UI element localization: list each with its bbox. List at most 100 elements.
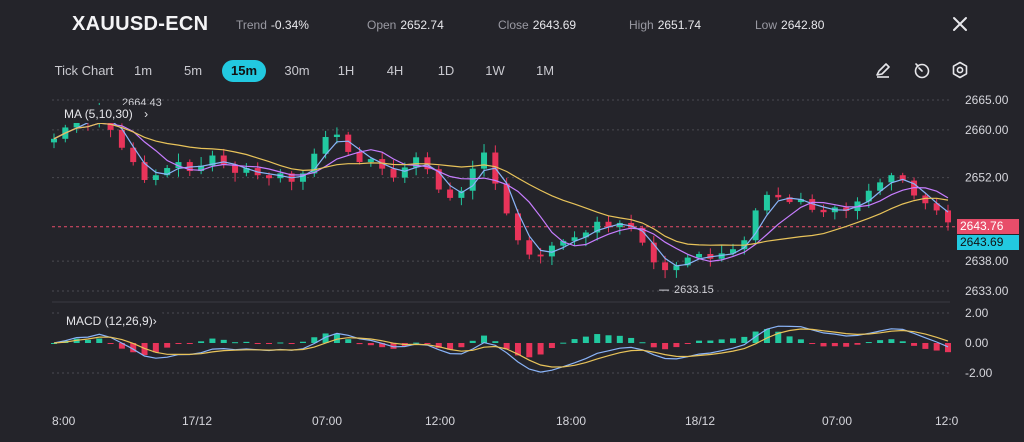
ma10-line (53, 122, 949, 263)
candle-body (526, 240, 533, 255)
macd-histogram-bar (481, 335, 488, 343)
candle-body (718, 253, 725, 259)
macd-histogram-bar (198, 341, 205, 343)
macd-histogram-bar (775, 331, 782, 343)
price-tick-label: 2638.00 (965, 254, 1009, 268)
macd-histogram-bar (288, 343, 295, 344)
macd-histogram-bar (96, 338, 103, 343)
timeframe-30m[interactable]: 30m (284, 63, 310, 78)
macd-histogram-bar (266, 343, 273, 344)
macd-histogram-bar (877, 340, 884, 343)
macd-histogram-bar (447, 343, 454, 350)
macd-histogram-bar (220, 339, 227, 343)
timer-icon[interactable] (912, 60, 932, 80)
timeframe-5m[interactable]: 5m (183, 63, 203, 78)
timeframe-1m[interactable]: 1M (535, 63, 555, 78)
symbol-title: XAUUSD-ECN (72, 13, 209, 35)
close-label: Close (498, 18, 529, 32)
macd-histogram-bar (933, 343, 940, 351)
draw-icon[interactable] (873, 60, 893, 80)
candle-body (786, 197, 793, 203)
candle-body (809, 199, 816, 210)
macd-histogram-bar (650, 343, 657, 348)
timeframe-1d[interactable]: 1D (437, 63, 455, 78)
macd-histogram-bar (435, 343, 442, 348)
candle-body (141, 162, 148, 180)
price-tick-label: 2665.00 (965, 93, 1009, 107)
candle-body (548, 245, 555, 257)
timeframe-1m[interactable]: 1m (133, 63, 153, 78)
candlestick-series (51, 102, 951, 291)
macd-histogram-bar (322, 333, 329, 343)
chevron-right-icon: › (152, 314, 157, 328)
candle-body (684, 257, 691, 266)
macd-dea-line (53, 328, 949, 368)
macd-histogram-bar (345, 339, 352, 343)
timeframe-4h[interactable]: 4H (386, 63, 404, 78)
candle-body (899, 175, 906, 181)
candle-body (696, 253, 703, 258)
candle-body (232, 164, 239, 173)
close-value: 2643.69 (532, 18, 577, 32)
ma-indicator-toggle[interactable]: MA (5,10,30) › (58, 105, 155, 123)
macd-histogram-bar (662, 343, 669, 350)
close-icon[interactable] (950, 14, 970, 34)
candle-body (435, 169, 442, 190)
chevron-right-icon: › (144, 107, 149, 121)
time-tick-label: 07:00 (822, 414, 852, 428)
candle-body (514, 213, 521, 241)
macd-series (51, 325, 951, 373)
candle-body (605, 221, 612, 228)
candle-body (198, 165, 205, 172)
macd-histogram-bar (945, 343, 951, 353)
candle-body (299, 173, 306, 182)
timeframe-tick-chart[interactable]: Tick Chart (54, 63, 114, 78)
timeframe-15m[interactable]: 15m (222, 60, 266, 82)
candle-body (571, 237, 578, 241)
macd-histogram-bar (164, 343, 171, 348)
candle-body (594, 221, 601, 233)
candle-body (639, 227, 646, 243)
time-tick-label: 12:0 (935, 414, 959, 428)
candle-body (729, 249, 736, 254)
macd-histogram-bar (582, 336, 589, 343)
timeframe-1w[interactable]: 1W (485, 63, 505, 78)
macd-histogram-bar (911, 343, 918, 346)
candle-body (413, 157, 420, 168)
candle-body (356, 151, 363, 163)
time-tick-label: 12:00 (425, 414, 455, 428)
macd-histogram-bar (152, 343, 159, 353)
macd-histogram-bar (786, 336, 793, 343)
candle-body (503, 183, 510, 214)
macd-indicator-toggle[interactable]: MACD (12,26,9)› (60, 312, 163, 330)
macd-histogram-bar (741, 336, 748, 343)
open-value: 2652.74 (400, 18, 444, 32)
open-label: Open (367, 18, 397, 32)
macd-histogram-bar (548, 343, 555, 349)
time-tick-label: 18:00 (556, 414, 586, 428)
macd-histogram-bar (277, 342, 284, 344)
macd-histogram-bar (514, 343, 521, 356)
macd-label: MACD (66, 314, 102, 328)
min-price-marker: 2633.15 (674, 284, 714, 296)
macd-histogram-bar (379, 343, 386, 348)
macd-histogram-bar (186, 343, 193, 344)
moving-average-lines (53, 115, 949, 267)
settings-icon[interactable] (950, 60, 970, 80)
macd-histogram-bar (865, 342, 872, 344)
candle-body (130, 147, 137, 163)
candle-body (152, 175, 159, 180)
macd-histogram-bar (718, 339, 725, 343)
macd-histogram-bar (526, 343, 533, 358)
trend-stat: Trend -0.34% (236, 18, 309, 32)
macd-histogram-bar (469, 340, 476, 343)
macd-histogram-bar (899, 341, 906, 343)
macd-histogram-bar (560, 342, 567, 344)
macd-histogram-bar (684, 343, 691, 344)
time-tick-label: 8:00 (52, 414, 76, 428)
macd-histogram-bar (390, 343, 397, 349)
timeframe-1h[interactable]: 1H (337, 63, 355, 78)
macd-histogram-bar (763, 329, 770, 343)
macd-histogram-bar (299, 341, 306, 343)
